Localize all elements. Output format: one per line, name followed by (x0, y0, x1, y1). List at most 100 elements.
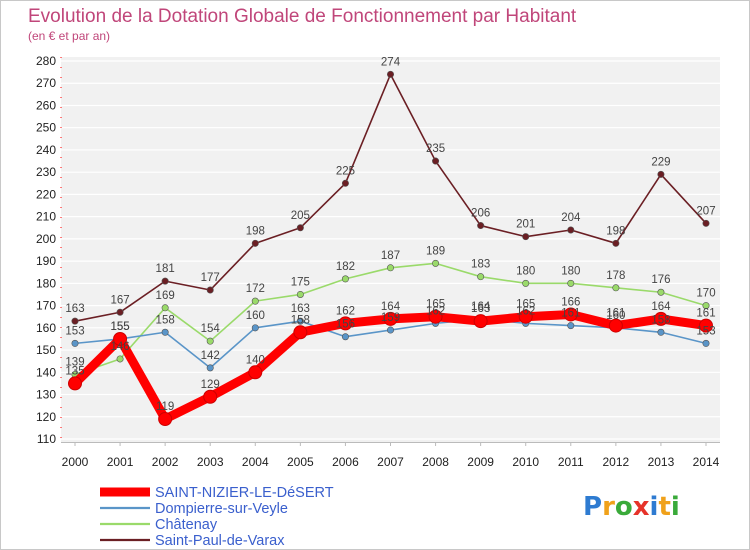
y-tick-label-160: 160 (36, 321, 56, 335)
series-0-label-2013: 229 (651, 156, 670, 168)
series-1-label-2003: 154 (201, 323, 221, 335)
series-1-label-2014: 170 (696, 288, 715, 300)
series-1-point-2010 (522, 279, 530, 287)
series-3-label-2012: 161 (606, 308, 625, 320)
series-1-point-2005 (296, 290, 304, 298)
series-1-point-2001 (116, 355, 124, 363)
y-tick-label-230: 230 (36, 165, 56, 179)
series-3-label-2001: 155 (110, 321, 129, 333)
logo-letter-3: x (633, 492, 650, 522)
series-2-label-2011: 161 (561, 308, 580, 320)
series-0-label-2009: 206 (471, 208, 490, 220)
series-3-label-2002: 119 (156, 401, 174, 413)
series-1-point-2007 (386, 264, 394, 272)
x-tick-label-2008: 2008 (422, 455, 449, 469)
series-0-point-2009 (477, 222, 485, 230)
y-tick-label-130: 130 (36, 388, 56, 402)
series-3-point-2009 (473, 314, 488, 329)
x-tick-label-2005: 2005 (287, 455, 314, 469)
series-0-point-2012 (612, 239, 620, 247)
series-2-label-2007: 159 (381, 312, 400, 324)
x-tick-label-2011: 2011 (558, 455, 584, 469)
x-tick-label-2004: 2004 (242, 455, 269, 469)
series-1-point-2011 (567, 279, 575, 287)
logo-letter-4: i (650, 492, 659, 522)
y-tick-label-220: 220 (36, 187, 56, 201)
series-2-label-2010: 162 (516, 305, 535, 317)
series-0-label-2008: 235 (426, 143, 445, 155)
series-3-point-2003 (203, 389, 218, 404)
y-tick-label-200: 200 (36, 232, 56, 246)
y-tick-label-210: 210 (36, 210, 56, 224)
series-2-label-2008: 162 (426, 305, 445, 317)
logo-letter-0: P (583, 492, 602, 522)
series-2-label-2005: 163 (291, 303, 310, 315)
series-3-label-2004: 140 (246, 354, 265, 366)
series-0-point-2000 (71, 317, 79, 325)
y-tick-label-250: 250 (36, 121, 56, 135)
legend-label-1: Dompierre-sur-Veyle (155, 501, 288, 517)
series-3-label-2003: 129 (201, 379, 220, 391)
data-labels: 163 167 181 177 198 205 225 274 235 206 201 204 198 2… (65, 56, 715, 413)
series-1-label-2002: 169 (156, 290, 175, 302)
series-3-point-2004 (248, 365, 263, 380)
series-2-label-2009: 164 (471, 301, 491, 313)
series-0-point-2003 (206, 286, 214, 294)
x-tick-label-2003: 2003 (197, 455, 224, 469)
series-2-label-2014: 153 (696, 325, 715, 337)
series-2-label-2003: 142 (201, 350, 220, 362)
series-1-label-2008: 189 (426, 245, 445, 257)
series-0-point-2010 (522, 233, 530, 241)
series-2-point-2003 (206, 364, 214, 372)
series-3-point-2002 (158, 411, 173, 426)
series-1-label-2010: 180 (516, 265, 535, 277)
series-3-point-2006 (338, 316, 353, 331)
series-3-point-2014 (699, 318, 713, 333)
axes: 110 120 130 140 150 160 170 180 190 200 210 220 230 2… (36, 54, 720, 469)
series-2-point-2004 (251, 324, 259, 332)
series-2-point-2014 (702, 339, 710, 347)
series-2-point-2007 (386, 326, 394, 334)
series-0-point-2007 (386, 70, 394, 78)
series-3-point-2007 (383, 311, 398, 326)
series-3-label-2010: 165 (516, 299, 535, 311)
series-0-label-2004: 198 (246, 225, 265, 237)
series-2-label-2006: 156 (336, 319, 355, 331)
series-0-point-2005 (296, 224, 304, 232)
x-tick-label-2014: 2014 (693, 455, 720, 469)
series-1-label-2009: 183 (471, 259, 490, 271)
x-tick-label-2010: 2010 (512, 455, 539, 469)
series-1-label-2005: 175 (291, 276, 310, 288)
series-2-label-2012: 160 (606, 310, 625, 322)
series-1-label-2011: 180 (561, 265, 580, 277)
series-3-point-2013 (653, 311, 668, 326)
chart-subtitle: (en € et par an) (28, 29, 110, 43)
x-tick-label-2013: 2013 (648, 455, 675, 469)
chart-title: Evolution de la Dotation Globale de Fonc… (28, 6, 577, 27)
series-0-label-2007: 274 (381, 56, 401, 68)
series-1-point-2006 (341, 275, 349, 283)
series-3-label-2006: 162 (336, 305, 355, 317)
series-1-point-2004 (251, 297, 259, 305)
y-tick-label-260: 260 (36, 98, 56, 112)
series-3-label-2005: 158 (291, 314, 310, 326)
series-2-point-2011 (567, 322, 575, 330)
series-3-point-2012 (608, 318, 623, 333)
legend: SAINT-NIZIER-LE-DéSERTDompierre-sur-Veyl… (100, 485, 334, 549)
y-tick-label-270: 270 (36, 76, 56, 90)
series-3-point-2005 (293, 325, 308, 340)
series-0-point-2002 (161, 277, 169, 285)
x-tick-label-2000: 2000 (62, 455, 89, 469)
proxiti-logo: Proxiti (583, 492, 680, 522)
series-0-point-2004 (251, 239, 259, 247)
legend-label-2: Châtenay (155, 517, 218, 533)
series-2-label-2013: 158 (651, 314, 670, 326)
series-0-point-2014 (702, 219, 710, 227)
series-0-label-2011: 204 (561, 212, 581, 224)
series-0-label-2001: 167 (110, 294, 129, 306)
y-tick-label-110: 110 (37, 432, 56, 446)
series-3-point-2011 (563, 307, 578, 322)
series-2-label-2001: 155 (110, 321, 129, 333)
y-tick-label-170: 170 (36, 299, 56, 313)
y-tick-label-120: 120 (36, 410, 56, 424)
